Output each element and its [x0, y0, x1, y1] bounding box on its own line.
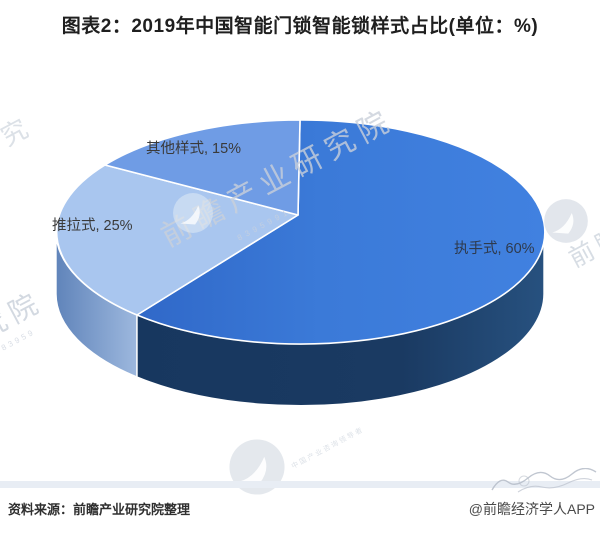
chart-area: 研究 前瞻产业研究院 8395991	[0, 56, 600, 481]
source-note: 资料来源：前瞻产业研究院整理	[8, 502, 191, 517]
pie-label-pushpull: 推拉式, 25%	[52, 218, 133, 234]
pie-slice-handle	[136, 119, 546, 345]
pie-chart	[55, 119, 546, 407]
pie-slice-other	[104, 119, 301, 216]
pie-label-other: 其他样式, 15%	[146, 141, 242, 157]
chart-title: 图表2：2019年中国智能门锁智能锁样式占比(单位：%)	[61, 16, 539, 37]
chart-bottom-band	[0, 481, 600, 488]
credit-handle: @前瞻经济学人APP	[468, 501, 595, 517]
pie-slice-pushpull	[55, 164, 299, 316]
pie-label-handle: 执手式, 60%	[454, 241, 535, 257]
